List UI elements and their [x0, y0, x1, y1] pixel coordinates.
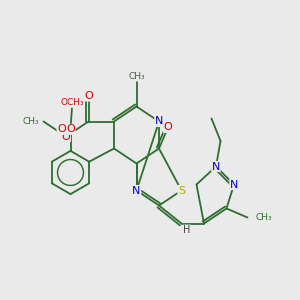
Text: H: H	[183, 225, 190, 235]
Text: O: O	[61, 131, 70, 142]
Text: O: O	[84, 91, 93, 101]
Text: N: N	[155, 116, 163, 127]
Text: N: N	[132, 185, 141, 196]
Text: N: N	[212, 161, 220, 172]
Text: S: S	[178, 185, 185, 196]
Text: CH₃: CH₃	[255, 213, 272, 222]
Text: O: O	[57, 124, 66, 134]
Text: CH₃: CH₃	[22, 117, 39, 126]
Text: OCH₃: OCH₃	[60, 98, 84, 107]
Text: N: N	[230, 179, 238, 190]
Text: O: O	[164, 122, 172, 133]
Text: O: O	[66, 124, 75, 134]
Text: CH₃: CH₃	[128, 72, 145, 81]
